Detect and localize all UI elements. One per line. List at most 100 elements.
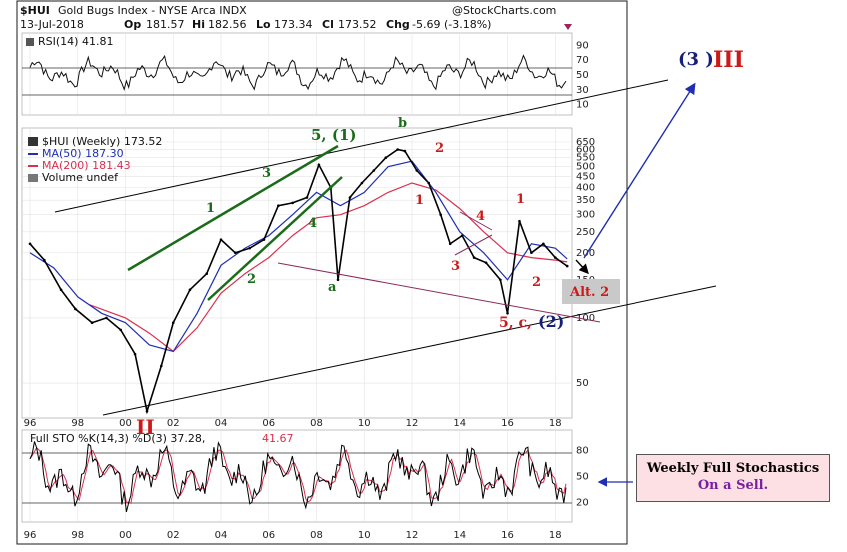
wave-two-roman: II — [136, 415, 155, 439]
x-tick-label-bottom: 96 — [24, 530, 37, 541]
price-point — [518, 219, 521, 223]
x-tick-label-mid: 08 — [310, 418, 323, 429]
low-value: 173.34 — [274, 18, 313, 31]
index-name: Gold Bugs Index - NYSE Arca INDX — [58, 4, 247, 17]
x-axis-mid: 96 98 00 02 04 06 08 10 12 14 16 18 — [24, 418, 562, 429]
price-point — [105, 316, 108, 320]
stoch-panel-frame — [21, 429, 573, 523]
stoch-tick-label: 80 — [576, 445, 589, 456]
price-point — [542, 242, 545, 246]
stoch-k-line — [29, 441, 567, 513]
x-tick-label-bottom: 02 — [167, 530, 180, 541]
x-tick-label-bottom: 00 — [119, 530, 132, 541]
price-point — [484, 261, 488, 264]
price-point — [439, 213, 442, 216]
wave-red-3: 3 — [451, 259, 460, 274]
price-point — [553, 256, 557, 259]
rsi-series-line — [29, 54, 567, 92]
price-point — [415, 169, 419, 172]
x-tick-label-mid: 96 — [24, 418, 37, 429]
open-label: Op — [124, 18, 141, 31]
red-wedge-top — [459, 211, 493, 231]
price-panel: 65060055050045040035030025020015010050 $… — [21, 127, 595, 419]
down-triangle-icon — [564, 24, 572, 30]
lower-channel-line — [102, 285, 717, 416]
date-label: 13-Jul-2018 — [20, 18, 84, 31]
stoch-label: Full STO %K(14,3) %D(3) 37.28, — [30, 432, 205, 445]
wave-red-1a: 1 — [415, 193, 424, 208]
price-point — [28, 242, 32, 246]
price-tick-label: 550 — [576, 153, 595, 164]
ticker-label: $HUI — [20, 4, 50, 17]
green-channel-bottom — [207, 176, 343, 301]
wave-five-c-prefix: 5, c, — [499, 315, 532, 331]
legend-volume: Volume undef — [42, 171, 119, 184]
x-tick-label-mid: 98 — [71, 418, 84, 429]
price-point — [360, 181, 364, 185]
price-point — [59, 288, 63, 291]
alt2-arrow — [575, 259, 589, 275]
price-point — [43, 258, 46, 262]
price-point — [188, 288, 192, 291]
wave-green-2: 2 — [247, 272, 256, 287]
price-point — [472, 256, 476, 259]
x-tick-label-mid: 00 — [119, 418, 132, 429]
price-point — [499, 278, 502, 282]
change-value: -5.69 (-3.18%) — [412, 18, 491, 31]
price-tick-label: 400 — [576, 183, 595, 194]
wave-red-2b: 2 — [532, 275, 541, 290]
note-line-2: On a Sell. — [697, 478, 769, 493]
price-point — [427, 181, 431, 185]
rsi-label: RSI(14) 41.81 — [38, 35, 113, 48]
legend-ma200: MA(200) 181.43 — [42, 159, 131, 172]
wave-5-label: 5, (1) — [311, 126, 357, 144]
stoch-tick-label: 50 — [576, 472, 589, 483]
price-point — [145, 410, 149, 413]
price-legend: $HUI (Weekly) 173.52 MA(50) 187.30 MA(20… — [28, 135, 162, 184]
price-point — [305, 196, 309, 199]
legend-title: $HUI (Weekly) 173.52 — [42, 135, 162, 148]
x-tick-label-bottom: 16 — [501, 530, 514, 541]
price-point — [317, 163, 321, 167]
price-point — [160, 364, 163, 368]
high-label: Hi — [192, 18, 205, 31]
stochastics-note-box: Weekly Full Stochastics On a Sell. — [636, 454, 830, 502]
rsi-tick-label: 10 — [576, 100, 589, 111]
x-tick-label-bottom: 10 — [358, 530, 371, 541]
x-tick-label-bottom: 98 — [71, 530, 84, 541]
wave-red-4: 4 — [476, 209, 485, 224]
stoch-axis-ticks: 80 50 20 — [576, 445, 589, 508]
change-label: Chg — [386, 18, 410, 31]
price-point — [530, 251, 533, 255]
x-tick-label-mid: 06 — [262, 418, 275, 429]
high-value: 182.56 — [208, 18, 247, 31]
price-point — [403, 149, 407, 153]
price-point — [248, 246, 251, 250]
price-point — [90, 321, 94, 325]
rsi-grid — [29, 33, 556, 115]
rsi-tick-label: 90 — [576, 40, 589, 51]
price-point — [396, 148, 400, 151]
price-point — [384, 156, 388, 159]
ma200-line — [89, 182, 568, 353]
price-point — [565, 264, 569, 268]
close-label: Cl — [322, 18, 334, 31]
wave-red-2a: 2 — [435, 141, 444, 156]
legend-ma50: MA(50) 187.30 — [42, 147, 124, 160]
red-wedge-bottom — [454, 234, 493, 256]
source-label: @StockCharts.com — [452, 4, 556, 17]
alt2-label: Alt. 2 — [569, 285, 609, 300]
price-tick-label: 250 — [576, 227, 595, 238]
price-point — [460, 234, 464, 237]
x-tick-label-mid: 02 — [167, 418, 180, 429]
low-label: Lo — [256, 18, 271, 31]
close-value: 173.52 — [338, 18, 377, 31]
stoch-d-value: 41.67 — [262, 432, 294, 445]
rsi-axis-ticks: 90 70 50 30 10 — [576, 40, 589, 110]
price-tick-label: 500 — [576, 162, 595, 173]
purple-trendline — [277, 262, 601, 323]
rsi-tick-label: 30 — [576, 85, 589, 96]
x-tick-label-bottom: 06 — [262, 530, 275, 541]
price-point — [119, 328, 123, 332]
